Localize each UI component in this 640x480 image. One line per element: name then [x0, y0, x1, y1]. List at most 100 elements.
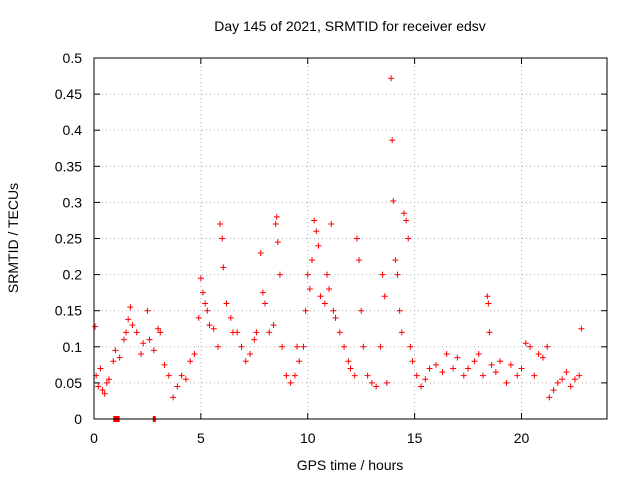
data-point	[165, 372, 172, 379]
data-point	[116, 354, 123, 361]
data-point	[103, 379, 110, 386]
data-point	[110, 358, 117, 365]
data-point	[146, 336, 153, 343]
data-points	[92, 75, 585, 401]
data-point	[518, 365, 525, 372]
data-point	[195, 314, 202, 321]
data-point	[326, 286, 333, 293]
data-point	[484, 293, 491, 300]
y-tick-label: 0.45	[55, 86, 82, 102]
data-point	[507, 361, 514, 368]
data-point	[140, 340, 147, 347]
data-point	[328, 221, 335, 228]
data-point	[465, 365, 472, 372]
data-point	[381, 293, 388, 300]
data-point	[433, 361, 439, 368]
data-point	[178, 372, 185, 379]
data-point	[546, 394, 553, 401]
data-point	[336, 329, 343, 336]
data-point	[330, 307, 337, 314]
data-point	[480, 372, 487, 379]
data-point	[120, 336, 127, 343]
data-point	[291, 372, 298, 379]
data-point	[138, 351, 145, 358]
data-point	[527, 343, 534, 350]
data-point	[443, 351, 450, 358]
data-point	[133, 329, 140, 336]
y-tick-label: 0.1	[63, 339, 83, 355]
data-point	[262, 300, 268, 307]
data-point	[531, 372, 538, 379]
data-point	[202, 300, 209, 307]
data-point	[321, 300, 328, 307]
data-point	[351, 372, 358, 379]
data-point	[276, 271, 283, 278]
y-tick-label: 0.35	[55, 158, 82, 174]
data-point	[485, 300, 492, 307]
data-point	[227, 314, 234, 321]
data-point	[170, 394, 177, 401]
data-point	[223, 300, 230, 307]
data-point	[388, 75, 395, 82]
data-point	[497, 358, 504, 365]
data-point	[377, 343, 384, 350]
data-point	[360, 343, 367, 350]
data-point	[234, 329, 241, 336]
data-point	[253, 329, 260, 336]
data-point	[101, 390, 108, 397]
data-point	[242, 358, 249, 365]
data-point	[514, 372, 521, 379]
data-point	[317, 293, 324, 300]
data-point	[306, 286, 313, 293]
data-point	[251, 336, 258, 343]
data-point	[392, 257, 399, 264]
data-point	[296, 358, 303, 365]
data-point	[187, 358, 194, 365]
data-point	[368, 379, 375, 386]
y-tick-label: 0.3	[63, 194, 83, 210]
x-tick-label: 0	[90, 430, 98, 446]
data-point	[204, 307, 211, 314]
data-point	[400, 210, 407, 217]
data-point	[155, 325, 162, 332]
data-point	[439, 369, 446, 376]
data-point	[426, 365, 433, 372]
data-point	[112, 347, 119, 354]
axis-ticks: 0 0.05 0.1 0.15 0.2 0.25 0.3 0.35 0.4 0.45 0.5 0 5 10…	[55, 50, 607, 446]
grid-lines	[94, 58, 607, 419]
data-point	[157, 329, 164, 336]
data-point	[396, 307, 403, 314]
x-axis-label: GPS time / hours	[297, 457, 404, 473]
data-point	[347, 365, 354, 372]
y-tick-label: 0.05	[55, 375, 82, 391]
data-point	[409, 358, 416, 365]
data-point	[341, 343, 348, 350]
chart-title: Day 145 of 2021, SRMTID for receiver eds…	[214, 18, 486, 34]
data-point	[150, 347, 157, 354]
y-tick-label: 0.2	[63, 267, 83, 283]
y-axis-label: SRMTID / TECUs	[5, 183, 21, 293]
data-point	[259, 289, 266, 296]
data-point	[123, 329, 130, 336]
data-point	[219, 235, 226, 242]
data-point	[214, 343, 221, 350]
data-point	[394, 271, 401, 278]
data-point	[356, 257, 363, 264]
data-point	[125, 316, 132, 323]
data-point	[563, 369, 570, 376]
x-tick-label: 15	[407, 430, 423, 446]
data-point	[279, 343, 286, 350]
data-point	[174, 383, 181, 390]
data-point	[353, 235, 360, 242]
data-point	[398, 329, 405, 336]
data-point	[358, 307, 365, 314]
data-point	[550, 387, 557, 394]
y-tick-label: 0.5	[63, 50, 83, 66]
data-point	[274, 239, 281, 246]
data-point	[389, 137, 396, 144]
data-point	[270, 322, 277, 329]
y-tick-label: 0.25	[55, 231, 82, 247]
y-tick-label: 0	[74, 411, 82, 427]
data-point	[535, 351, 542, 358]
